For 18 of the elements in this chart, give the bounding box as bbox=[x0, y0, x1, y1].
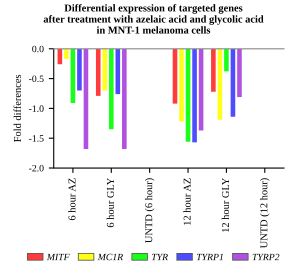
legend-label: TYR bbox=[152, 254, 168, 260]
y-axis-title: Fold differences bbox=[14, 74, 21, 142]
x-tick-label: 12 hour GLY bbox=[222, 178, 230, 232]
y-tick-label: -2.0 bbox=[28, 164, 44, 172]
y-tick-label: -0.5 bbox=[28, 76, 44, 82]
x-tick-label: 6 hour GLY bbox=[106, 178, 114, 228]
x-tick-label: UNTD (6 hour) bbox=[144, 178, 154, 243]
x-tick-label: 12 hour AZ bbox=[183, 178, 191, 225]
legend-label: TYRP1 bbox=[196, 254, 223, 260]
y-tick-label: -1.0 bbox=[28, 105, 44, 112]
legend-label: MITF bbox=[46, 254, 70, 260]
y-tick-label: 0.0 bbox=[32, 46, 44, 52]
x-tick-label: 6 hour AZ bbox=[68, 178, 76, 220]
legend-label: TYRP2 bbox=[252, 254, 280, 260]
chart-title: Differential expression of targeted genes after treatment with azelaic acid and glycolic acid in MNT-1 melanoma cells bbox=[44, 4, 264, 34]
y-tick-label: -1.5 bbox=[28, 135, 44, 142]
legend-label: MC1R bbox=[98, 254, 123, 260]
x-tick-label: UNTD (12 hour) bbox=[260, 178, 270, 248]
